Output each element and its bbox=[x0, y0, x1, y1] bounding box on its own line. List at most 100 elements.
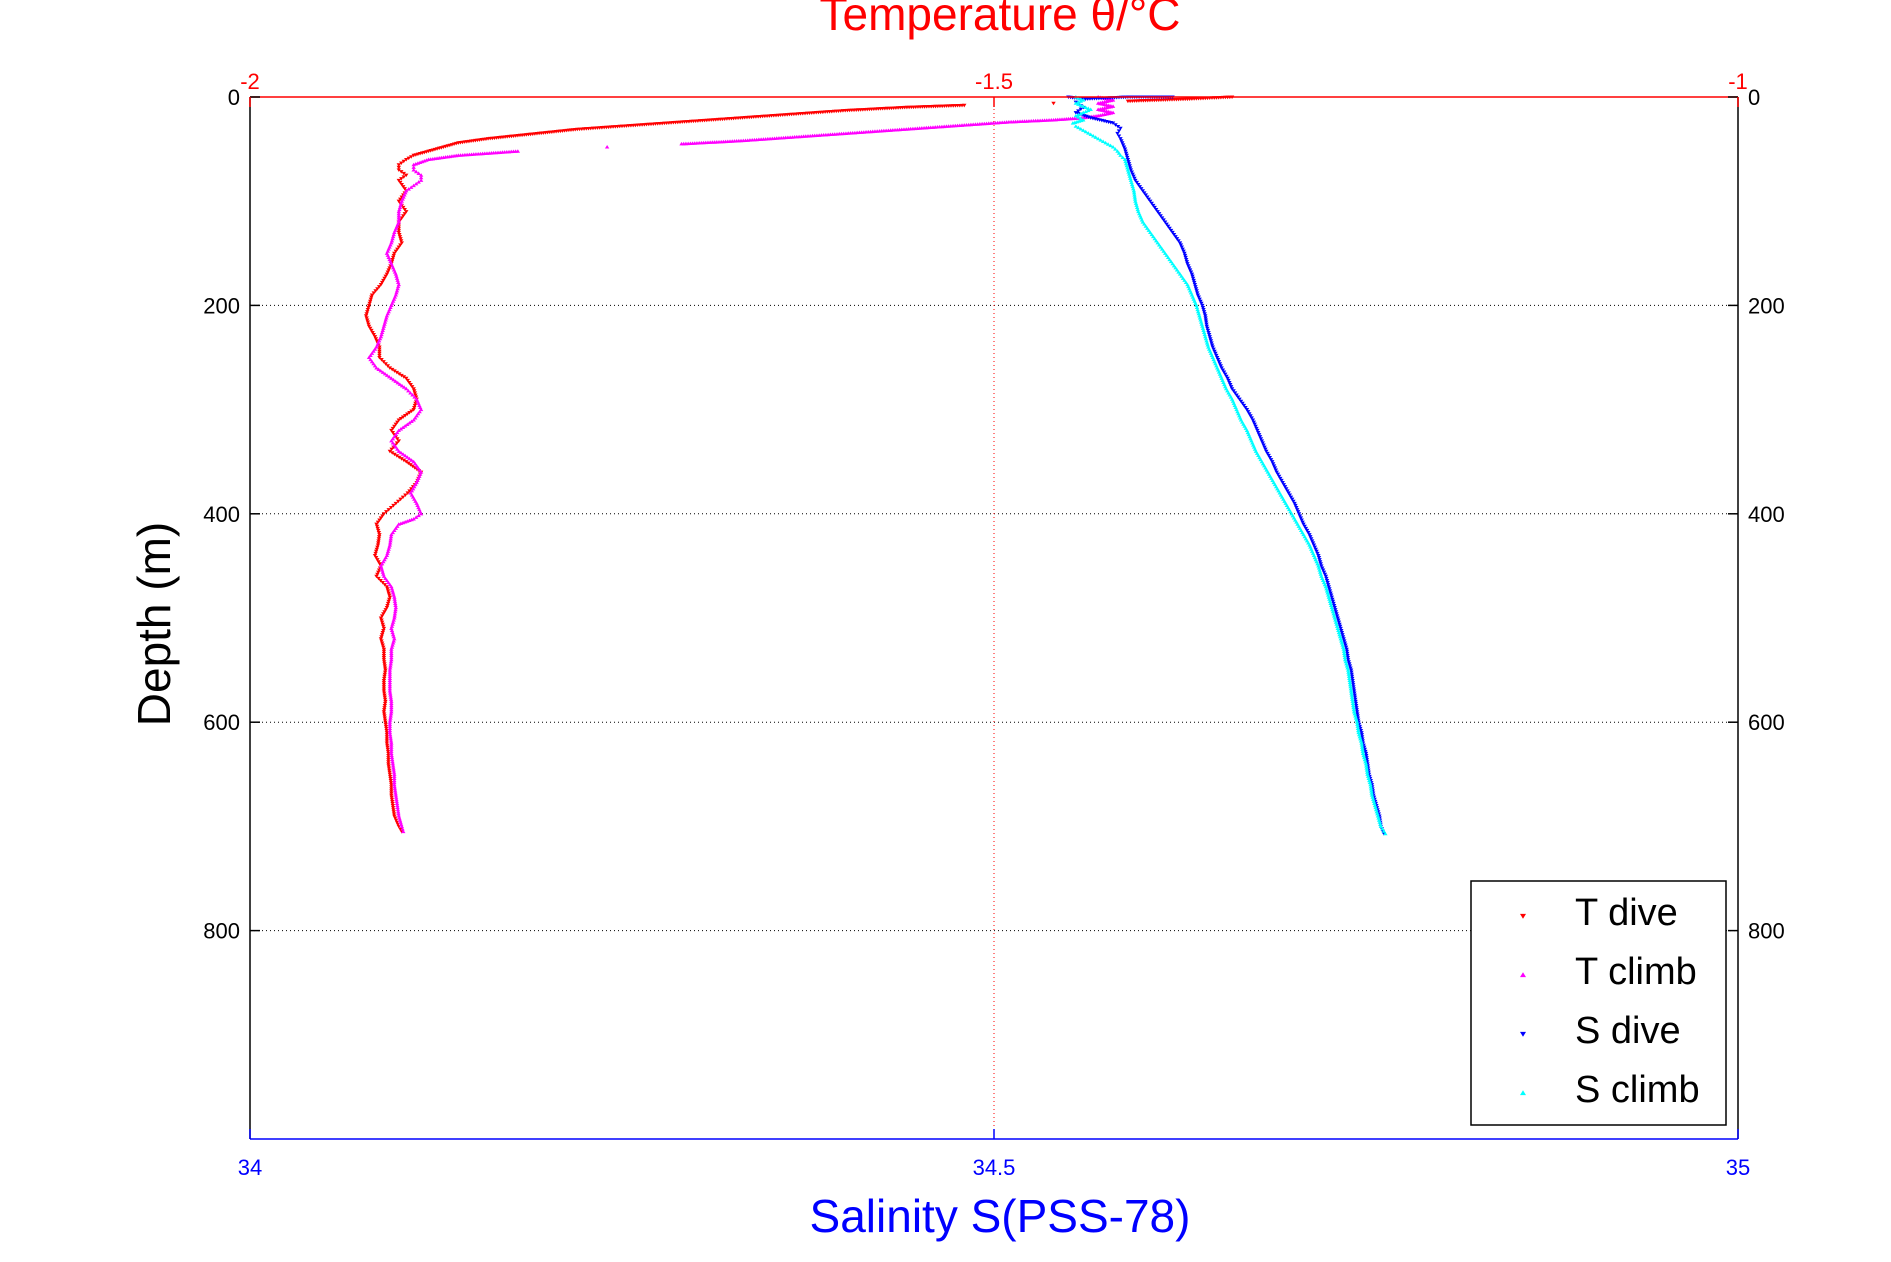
point-t-climb bbox=[387, 582, 393, 587]
point-s-climb bbox=[1196, 311, 1201, 316]
point-s-dive bbox=[1289, 497, 1295, 502]
point-t-dive bbox=[398, 827, 403, 831]
point-s-dive bbox=[1270, 462, 1276, 466]
point-t-climb bbox=[386, 580, 391, 585]
point-t-dive bbox=[386, 762, 391, 766]
point-s-dive bbox=[1076, 109, 1081, 113]
point-t-climb bbox=[389, 743, 394, 747]
point-t-climb bbox=[414, 463, 419, 468]
point-s-dive bbox=[1208, 337, 1213, 341]
point-s-dive bbox=[1116, 134, 1122, 139]
point-t-dive bbox=[389, 791, 394, 796]
point-t-dive bbox=[400, 495, 406, 500]
point-t-climb bbox=[409, 458, 414, 462]
point-s-dive bbox=[1192, 280, 1197, 285]
point-s-climb bbox=[1369, 791, 1374, 795]
point-t-climb bbox=[392, 613, 397, 618]
point-t-dive bbox=[381, 626, 387, 631]
point-s-dive bbox=[1205, 326, 1210, 331]
point-s-climb bbox=[1183, 280, 1189, 285]
point-s-dive bbox=[1219, 366, 1224, 370]
point-t-dive bbox=[396, 439, 401, 443]
point-t-climb bbox=[389, 438, 394, 443]
point-s-climb bbox=[1123, 161, 1129, 166]
point-t-dive bbox=[378, 283, 384, 287]
point-s-climb bbox=[1123, 159, 1128, 164]
point-t-dive bbox=[404, 157, 409, 162]
point-s-dive bbox=[1250, 418, 1256, 422]
point-t-climb bbox=[390, 641, 396, 645]
point-t-dive bbox=[366, 305, 371, 310]
point-s-dive bbox=[1218, 364, 1223, 368]
point-s-dive bbox=[1168, 228, 1174, 233]
legend-label-t-dive: T dive bbox=[1575, 892, 1678, 934]
point-t-climb bbox=[393, 603, 398, 608]
point-s-dive bbox=[1143, 193, 1148, 197]
point-s-climb bbox=[1076, 96, 1081, 100]
point-s-dive bbox=[1316, 553, 1321, 558]
point-s-dive bbox=[1182, 253, 1188, 258]
point-t-climb bbox=[393, 609, 398, 614]
point-s-dive bbox=[1353, 703, 1359, 708]
point-s-dive bbox=[1298, 516, 1304, 520]
point-s-climb bbox=[1126, 172, 1132, 176]
point-t-dive bbox=[381, 649, 387, 654]
grid bbox=[250, 97, 1738, 1139]
point-s-climb bbox=[1366, 776, 1371, 781]
point-s-climb bbox=[1324, 586, 1329, 591]
point-t-dive bbox=[366, 322, 371, 327]
point-t-dive bbox=[373, 551, 378, 556]
point-s-climb bbox=[1331, 611, 1336, 616]
point-t-dive bbox=[405, 412, 410, 417]
point-s-dive bbox=[1270, 460, 1275, 464]
point-t-dive bbox=[366, 324, 372, 329]
point-t-climb bbox=[411, 162, 416, 167]
point-t-climb bbox=[387, 374, 392, 379]
point-s-climb bbox=[1095, 136, 1101, 141]
point-t-climb bbox=[387, 674, 393, 678]
point-s-dive bbox=[1262, 445, 1267, 450]
point-t-climb bbox=[395, 430, 400, 435]
point-s-climb bbox=[1353, 716, 1359, 720]
point-t-climb bbox=[378, 368, 383, 373]
point-s-dive bbox=[1303, 526, 1309, 531]
point-t-dive bbox=[377, 518, 382, 523]
point-s-dive bbox=[1119, 139, 1124, 143]
point-t-climb bbox=[374, 365, 379, 370]
point-s-climb bbox=[1155, 240, 1160, 245]
point-s-dive bbox=[1339, 631, 1345, 635]
point-t-dive bbox=[382, 660, 387, 664]
point-t-climb bbox=[390, 440, 396, 445]
point-t-climb bbox=[383, 576, 388, 580]
point-s-dive bbox=[1195, 291, 1200, 295]
point-t-dive bbox=[390, 799, 395, 804]
point-t-dive bbox=[382, 672, 388, 677]
point-t-climb bbox=[679, 141, 684, 146]
point-t-dive bbox=[364, 312, 369, 316]
point-s-climb bbox=[1356, 730, 1361, 735]
point-t-climb bbox=[387, 545, 392, 549]
point-t-climb bbox=[392, 786, 398, 791]
point-s-dive bbox=[1342, 641, 1348, 645]
point-s-dive bbox=[1159, 216, 1165, 220]
point-t-climb bbox=[398, 820, 403, 824]
point-t-climb bbox=[384, 578, 390, 583]
point-t-dive bbox=[390, 430, 396, 435]
point-t-dive bbox=[381, 689, 387, 693]
point-t-dive bbox=[382, 276, 387, 281]
point-t-climb bbox=[387, 728, 393, 733]
point-t-dive bbox=[386, 508, 391, 512]
point-t-climb bbox=[387, 540, 393, 545]
point-s-dive bbox=[1248, 414, 1253, 418]
point-s-climb bbox=[1371, 799, 1376, 803]
point-s-dive bbox=[1155, 210, 1160, 214]
point-s-dive bbox=[1228, 385, 1234, 389]
point-s-dive bbox=[1184, 260, 1190, 264]
point-s-climb bbox=[1134, 203, 1139, 207]
point-s-climb bbox=[1368, 784, 1373, 789]
point-s-climb bbox=[1170, 261, 1175, 266]
y-axis-title: Depth (m) bbox=[128, 522, 180, 726]
point-t-climb bbox=[372, 363, 378, 368]
point-t-dive bbox=[386, 760, 391, 764]
point-s-climb bbox=[1103, 140, 1108, 145]
